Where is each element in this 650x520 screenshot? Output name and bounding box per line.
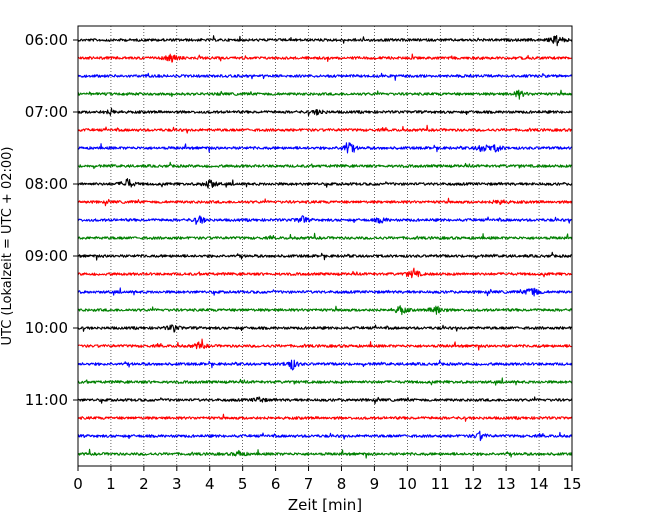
x-tick-label: 14 bbox=[530, 475, 549, 493]
x-tick-label: 2 bbox=[139, 475, 149, 493]
trace-0715 bbox=[77, 124, 573, 134]
trace-0730 bbox=[77, 142, 573, 154]
x-tick-label: 10 bbox=[398, 475, 417, 493]
trace-1100 bbox=[77, 396, 573, 405]
x-axis-label: Zeit [min] bbox=[288, 496, 362, 514]
x-tick-label: 13 bbox=[497, 475, 516, 493]
vertical-grid bbox=[110, 26, 540, 466]
plot-frame bbox=[77, 25, 573, 467]
x-axis-ticks: 0 1 2 3 4 5 6 7 8 9 10 11 12 13 14 15 bbox=[73, 466, 582, 493]
trace-1015 bbox=[77, 338, 573, 351]
x-tick-label: 5 bbox=[238, 475, 248, 493]
y-tick-label: 09:00 bbox=[25, 247, 68, 265]
trace-0930 bbox=[77, 287, 573, 297]
x-tick-label: 8 bbox=[337, 475, 347, 493]
trace-0900 bbox=[77, 251, 573, 261]
x-tick-label: 3 bbox=[172, 475, 182, 493]
trace-1000 bbox=[77, 324, 573, 333]
seismogram-traces bbox=[77, 35, 573, 459]
y-tick-label: 08:00 bbox=[25, 175, 68, 193]
x-tick-label: 15 bbox=[562, 475, 581, 493]
trace-1030 bbox=[77, 359, 573, 371]
trace-0800 bbox=[77, 178, 573, 189]
trace-1130 bbox=[77, 430, 573, 442]
x-tick-label: 9 bbox=[370, 475, 380, 493]
trace-0945 bbox=[77, 305, 573, 316]
x-tick-label: 11 bbox=[431, 475, 450, 493]
trace-1115 bbox=[77, 413, 573, 422]
trace-0745 bbox=[77, 161, 573, 170]
y-tick-label: 10:00 bbox=[25, 319, 68, 337]
trace-0630 bbox=[77, 72, 573, 81]
x-tick-label: 6 bbox=[271, 475, 281, 493]
trace-0830 bbox=[77, 215, 573, 225]
trace-0815 bbox=[77, 197, 573, 207]
y-tick-label: 07:00 bbox=[25, 103, 68, 121]
trace-0700 bbox=[77, 107, 573, 117]
x-tick-label: 4 bbox=[205, 475, 215, 493]
trace-0915 bbox=[77, 267, 573, 279]
x-tick-label: 7 bbox=[304, 475, 314, 493]
x-tick-label: 12 bbox=[464, 475, 483, 493]
y-axis-label: UTC (Lokalzeit = UTC + 02:00) bbox=[0, 147, 15, 346]
x-tick-label: 0 bbox=[73, 475, 83, 493]
trace-0645 bbox=[77, 89, 573, 100]
trace-0615 bbox=[77, 53, 573, 63]
trace-0600 bbox=[77, 35, 573, 47]
trace-1045 bbox=[77, 377, 573, 386]
x-tick-label: 1 bbox=[106, 475, 116, 493]
y-tick-label: 06:00 bbox=[25, 31, 68, 49]
y-axis-ticks: 06:00 07:00 08:00 09:00 10:00 11:00 bbox=[25, 31, 78, 409]
trace-0845 bbox=[77, 232, 573, 240]
y-tick-label: 11:00 bbox=[25, 391, 68, 409]
trace-1145 bbox=[77, 448, 573, 459]
